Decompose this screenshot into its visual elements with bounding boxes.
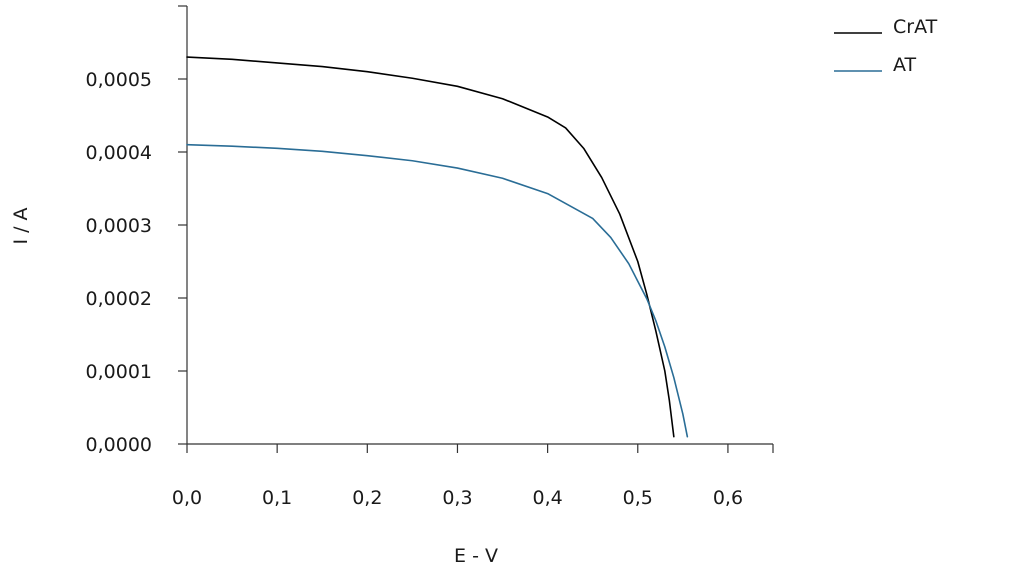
series-line-crat: [186, 56, 675, 438]
y-axis-title: I / A: [10, 207, 32, 244]
y-tick-label: 0,0002: [86, 288, 152, 310]
x-axis-ticks: 0,0 0,1 0,2 0,3 0,4 0,5 0,6: [172, 444, 774, 509]
y-tick-label: 0,0004: [86, 142, 152, 164]
series-line-at: [186, 143, 689, 438]
x-tick-label: 0,3: [442, 487, 472, 509]
x-tick-label: 0,2: [352, 487, 382, 509]
axes: [186, 6, 773, 445]
x-tick-label: 0,5: [623, 487, 653, 509]
legend: CrAT AT: [834, 16, 938, 76]
x-axis-title: E - V: [454, 545, 498, 567]
y-axis-ticks: 0,0000 0,0001 0,0002 0,0003 0,0004 0,0005: [86, 5, 187, 456]
legend-label-at: AT: [893, 54, 917, 76]
x-tick-label: 0,0: [172, 487, 202, 509]
y-tick-label: 0,0001: [86, 361, 152, 383]
y-tick-label: 0,0000: [86, 434, 152, 456]
y-tick-label: 0,0003: [86, 215, 152, 237]
legend-label-crat: CrAT: [893, 16, 938, 38]
x-tick-label: 0,1: [262, 487, 292, 509]
plot-area: [186, 56, 689, 438]
x-tick-label: 0,6: [713, 487, 743, 509]
y-tick-label: 0,0005: [86, 69, 152, 91]
x-tick-label: 0,4: [533, 487, 563, 509]
